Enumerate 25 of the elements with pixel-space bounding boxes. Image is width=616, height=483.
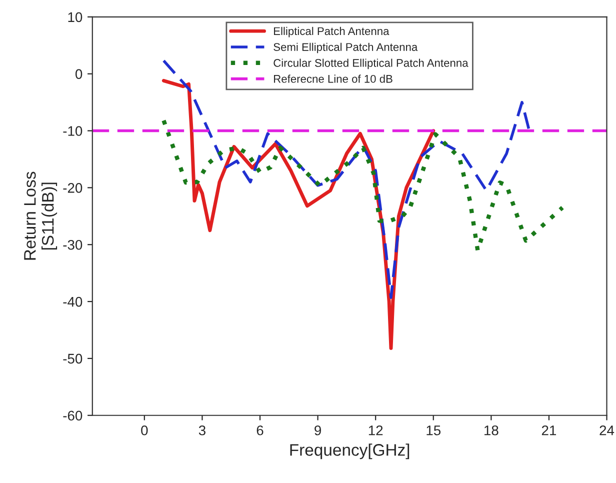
x-tick-label: 9	[314, 425, 321, 436]
x-tick-label: 24	[600, 425, 614, 436]
x-tick-label: 0	[141, 425, 148, 436]
line-series	[162, 118, 565, 252]
x-tick-label: 6	[256, 425, 264, 436]
x-axis-title: Frequency[GHz]	[290, 444, 410, 460]
x-tick-label: 21	[542, 425, 556, 436]
legend-label: Semi Elliptical Patch Antenna	[274, 42, 418, 54]
y-tick-label: -20	[63, 183, 82, 193]
y-tick-label: 0	[75, 69, 82, 79]
x-tick-label: 3	[198, 425, 206, 436]
legend-label: Elliptical Patch Antenna	[274, 26, 390, 38]
y-tick-label: -60	[63, 410, 82, 421]
line-series	[162, 59, 532, 299]
y-tick-label: -40	[63, 296, 82, 307]
x-tick-label: 12	[368, 425, 383, 436]
x-tick-label: 15	[426, 426, 441, 436]
x-tick-label: 18	[484, 425, 498, 436]
y-axis-title: Return Loss [S11(dB)]	[24, 172, 58, 260]
y-tick-label: -30	[63, 240, 82, 250]
legend-label: Circular Slotted Elliptical Patch Antenna	[274, 58, 468, 70]
y-tick-label: 10	[68, 12, 82, 22]
legend-label: Referecne Line of 10 dB	[274, 74, 392, 83]
y-tick-label: -10	[63, 126, 82, 136]
y-tick-label: -50	[63, 354, 82, 364]
